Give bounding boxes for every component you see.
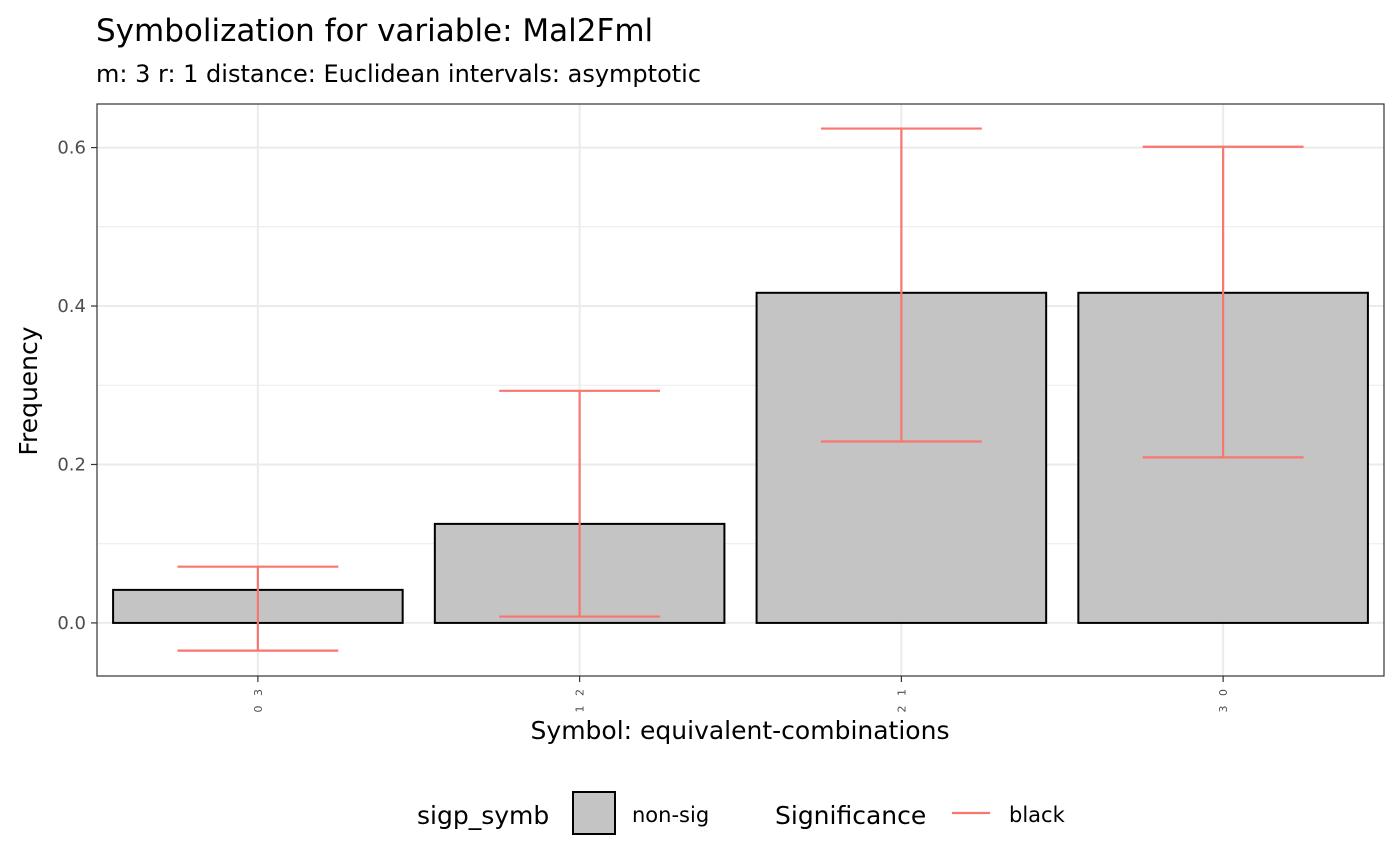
x-axis-ticks: 0 3 1 2 2 1 3 0 xyxy=(252,676,1230,713)
legend-fill-key xyxy=(572,791,616,835)
x-tick-label: 3 0 xyxy=(1217,686,1230,713)
legend-fill-title: sigp_symb xyxy=(417,801,549,830)
x-axis-title: Symbol: equivalent-combinations xyxy=(531,716,950,745)
y-tick-label: 0.6 xyxy=(57,138,86,159)
legend-color-label: black xyxy=(1009,803,1066,827)
panel-border xyxy=(96,103,1385,677)
legend-fill-label: non-sig xyxy=(632,803,709,827)
chart-title: Symbolization for variable: Mal2Fml xyxy=(96,13,653,49)
x-tick-label: 1 2 xyxy=(574,686,587,713)
y-tick-label: 0.4 xyxy=(57,296,86,317)
legend: sigp_symb non-sig Significance black xyxy=(417,790,1066,836)
chart-subtitle: m: 3 r: 1 distance: Euclidean intervals:… xyxy=(96,60,701,88)
y-tick-label: 0.0 xyxy=(57,613,86,634)
y-axis-ticks: 0.0 0.2 0.4 0.6 xyxy=(57,138,97,634)
x-tick-label: 2 1 xyxy=(895,686,908,713)
error-bars xyxy=(177,127,1304,652)
y-axis-title: Frequency xyxy=(14,326,43,455)
y-tick-label: 0.2 xyxy=(57,454,86,475)
legend-color-title: Significance xyxy=(775,801,926,830)
x-tick-label: 0 3 xyxy=(252,686,265,713)
